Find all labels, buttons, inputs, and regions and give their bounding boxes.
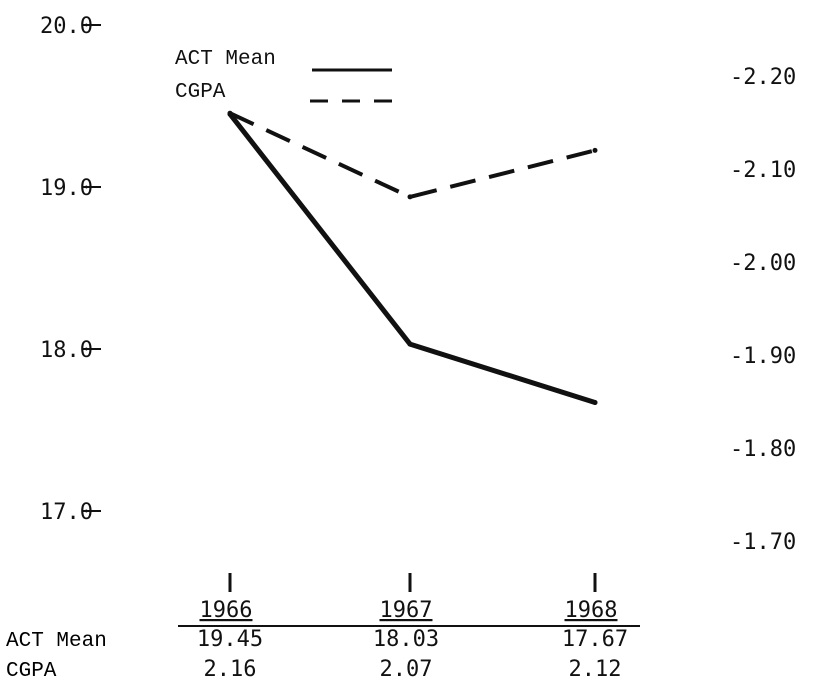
left-tick-label: 18.0	[40, 338, 93, 363]
x-tick-label: 1968	[565, 598, 618, 623]
legend-label-cgpa: CGPA	[175, 81, 226, 104]
series-line-cgpa	[229, 111, 596, 199]
series-point	[407, 341, 413, 347]
left-axis: 20.0 19.0 18.0 17.0	[40, 14, 101, 525]
left-tick-label: 17.0	[40, 500, 93, 525]
value-table: ACT Mean CGPA 19.45 18.03 17.67 2.16 2.07 2.1…	[6, 625, 640, 683]
table-row-header-cgpa: CGPA	[6, 660, 57, 683]
series-layer	[227, 110, 598, 405]
series-line-act-mean	[227, 111, 598, 405]
legend: ACT Mean CGPA	[175, 48, 392, 104]
series-point	[592, 147, 598, 153]
data-label: 17.67	[562, 627, 628, 652]
series-point	[592, 399, 598, 405]
series-point	[227, 110, 233, 116]
right-tick-label: -1.90	[730, 344, 796, 369]
left-tick-label: 19.0	[40, 176, 93, 201]
right-tick-label: -2.10	[730, 158, 796, 183]
x-axis: 1966 1967 1968	[200, 573, 618, 623]
right-tick-label: -1.80	[730, 437, 796, 462]
right-tick-label: -2.00	[730, 251, 796, 276]
x-tick-label: 1967	[380, 598, 433, 623]
data-label: 18.03	[373, 627, 439, 652]
right-tick-label: -2.20	[730, 65, 796, 90]
x-tick-label: 1966	[200, 598, 253, 623]
table-row-header-act-mean: ACT Mean	[6, 630, 107, 653]
series-point	[407, 194, 413, 200]
right-axis: -2.20 -2.10 -2.00 -1.90 -1.80 -1.70	[730, 65, 796, 555]
legend-label-act-mean: ACT Mean	[175, 48, 276, 71]
right-tick-label: -1.70	[730, 530, 796, 555]
left-tick-label: 20.0	[40, 14, 93, 39]
data-label: 2.16	[204, 657, 257, 682]
data-label: 2.12	[569, 657, 622, 682]
data-label: 19.45	[197, 627, 263, 652]
data-label: 2.07	[380, 657, 433, 682]
